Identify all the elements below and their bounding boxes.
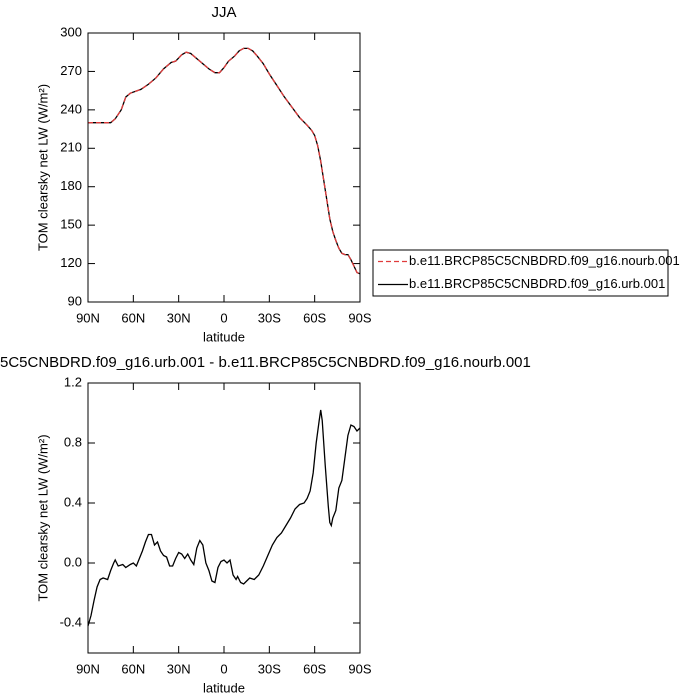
y-axis-label: TOM clearsky net LW (W/m²): [35, 434, 50, 601]
x-tick-label: 90S: [348, 661, 371, 676]
x-tick-label: 30S: [258, 310, 281, 325]
plot-frame: [87, 32, 361, 303]
y-tick-label: 1.2: [64, 374, 82, 389]
y-tick-label: 90: [68, 293, 82, 308]
y-tick-label: 300: [60, 24, 82, 39]
y-tick-label: 0.8: [64, 434, 82, 449]
x-tick-label: 30N: [167, 310, 191, 325]
y-tick-label: 0.4: [64, 494, 82, 509]
y-tick-label: 270: [60, 63, 82, 78]
x-tick-label: 0: [220, 310, 227, 325]
x-axis-label: latitude: [203, 680, 245, 695]
x-tick-label: 90N: [76, 310, 100, 325]
x-tick-label: 30N: [167, 661, 191, 676]
data-line: [88, 47, 361, 275]
y-tick-label: 0.0: [64, 554, 82, 569]
data-line: [88, 47, 361, 275]
x-tick-label: 0: [220, 661, 227, 676]
chart-title: JJA: [211, 4, 236, 21]
x-tick-label: 60S: [303, 661, 326, 676]
y-tick-label: -0.4: [60, 614, 82, 629]
x-tick-label: 60N: [121, 310, 145, 325]
y-tick-label: 150: [60, 217, 82, 232]
legend-label: b.e11.BRCP85C5CNBDRD.f09_g16.nourb.001: [409, 253, 680, 268]
x-tick-label: 90N: [76, 661, 100, 676]
y-axis-label: TOM clearsky net LW (W/m²): [35, 84, 50, 251]
x-tick-label: 30S: [258, 661, 281, 676]
x-tick-label: 60N: [121, 661, 145, 676]
x-tick-label: 60S: [303, 310, 326, 325]
y-tick-label: 180: [60, 178, 82, 193]
x-tick-label: 90S: [348, 310, 371, 325]
legend-label: b.e11.BRCP85C5CNBDRD.f09_g16.urb.001: [409, 276, 665, 291]
legend-box: [372, 249, 669, 297]
y-tick-label: 210: [60, 140, 82, 155]
data-line: [87, 409, 361, 627]
y-tick-label: 240: [60, 101, 82, 116]
y-tick-label: 120: [60, 255, 82, 270]
x-axis-label: latitude: [203, 329, 245, 344]
plot-frame: [87, 382, 361, 654]
chart-title: 5C5CNBDRD.f09_g16.urb.001 - b.e11.BRCP85…: [0, 354, 531, 371]
